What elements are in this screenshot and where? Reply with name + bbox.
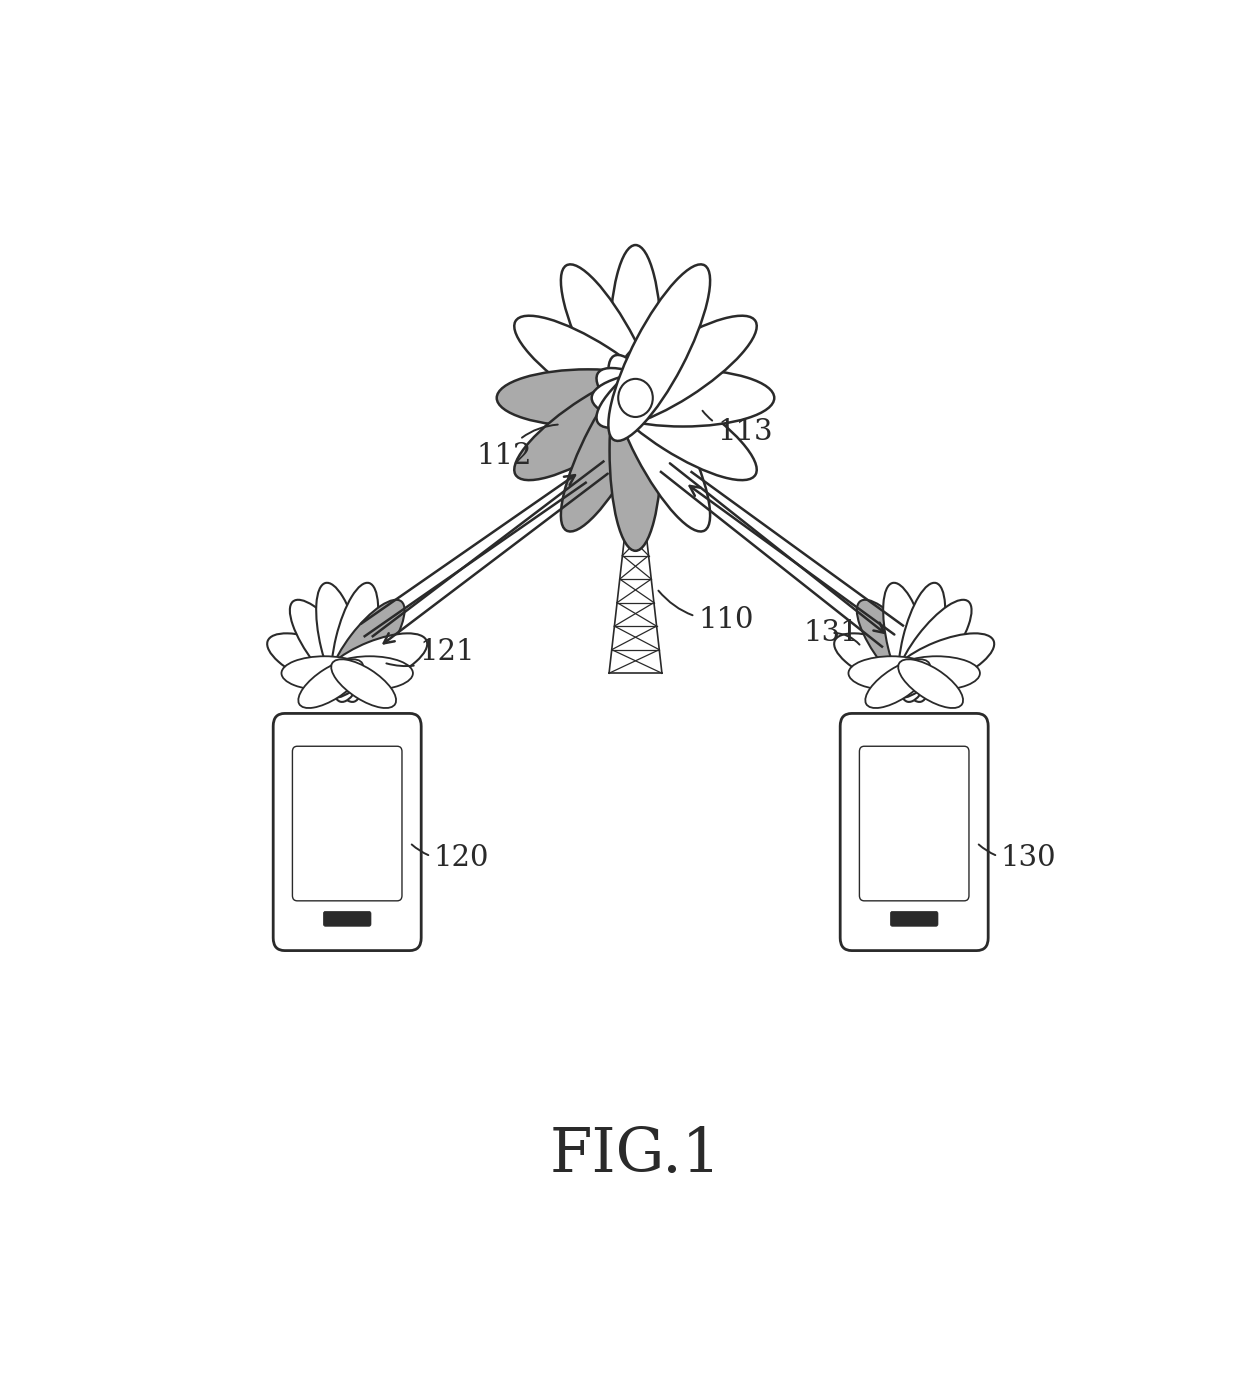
Text: 131: 131 — [804, 619, 859, 648]
Ellipse shape — [560, 355, 662, 532]
Ellipse shape — [898, 583, 945, 701]
Ellipse shape — [609, 264, 711, 441]
Ellipse shape — [331, 659, 396, 708]
FancyBboxPatch shape — [890, 912, 937, 927]
Ellipse shape — [883, 583, 930, 701]
Ellipse shape — [866, 659, 930, 708]
Ellipse shape — [610, 245, 661, 447]
Ellipse shape — [596, 316, 756, 428]
FancyBboxPatch shape — [293, 747, 402, 901]
Ellipse shape — [327, 600, 404, 697]
Ellipse shape — [898, 659, 963, 708]
Ellipse shape — [515, 368, 675, 480]
Ellipse shape — [316, 583, 363, 701]
Ellipse shape — [560, 264, 662, 441]
Ellipse shape — [290, 600, 367, 697]
FancyBboxPatch shape — [273, 714, 422, 950]
Text: 113: 113 — [703, 411, 773, 446]
Ellipse shape — [281, 656, 368, 690]
Text: 110: 110 — [658, 591, 754, 634]
Ellipse shape — [610, 349, 661, 551]
Ellipse shape — [515, 316, 675, 428]
Ellipse shape — [857, 600, 934, 697]
Ellipse shape — [889, 634, 994, 692]
Ellipse shape — [894, 656, 980, 690]
Ellipse shape — [326, 656, 413, 690]
Text: 121: 121 — [387, 638, 475, 666]
Ellipse shape — [591, 370, 774, 426]
Ellipse shape — [331, 583, 378, 701]
FancyBboxPatch shape — [324, 912, 371, 927]
Ellipse shape — [609, 355, 711, 532]
Ellipse shape — [835, 634, 940, 692]
Text: FIG.1: FIG.1 — [549, 1125, 722, 1185]
Text: 120: 120 — [412, 844, 490, 873]
Ellipse shape — [596, 368, 756, 480]
Ellipse shape — [267, 634, 373, 692]
Circle shape — [619, 380, 652, 417]
FancyBboxPatch shape — [841, 714, 988, 950]
Ellipse shape — [321, 634, 428, 692]
Ellipse shape — [299, 659, 363, 708]
Ellipse shape — [848, 656, 935, 690]
Ellipse shape — [894, 600, 972, 697]
Text: 112: 112 — [477, 425, 558, 470]
Text: 130: 130 — [978, 844, 1056, 873]
FancyBboxPatch shape — [859, 747, 968, 901]
Ellipse shape — [497, 370, 680, 426]
